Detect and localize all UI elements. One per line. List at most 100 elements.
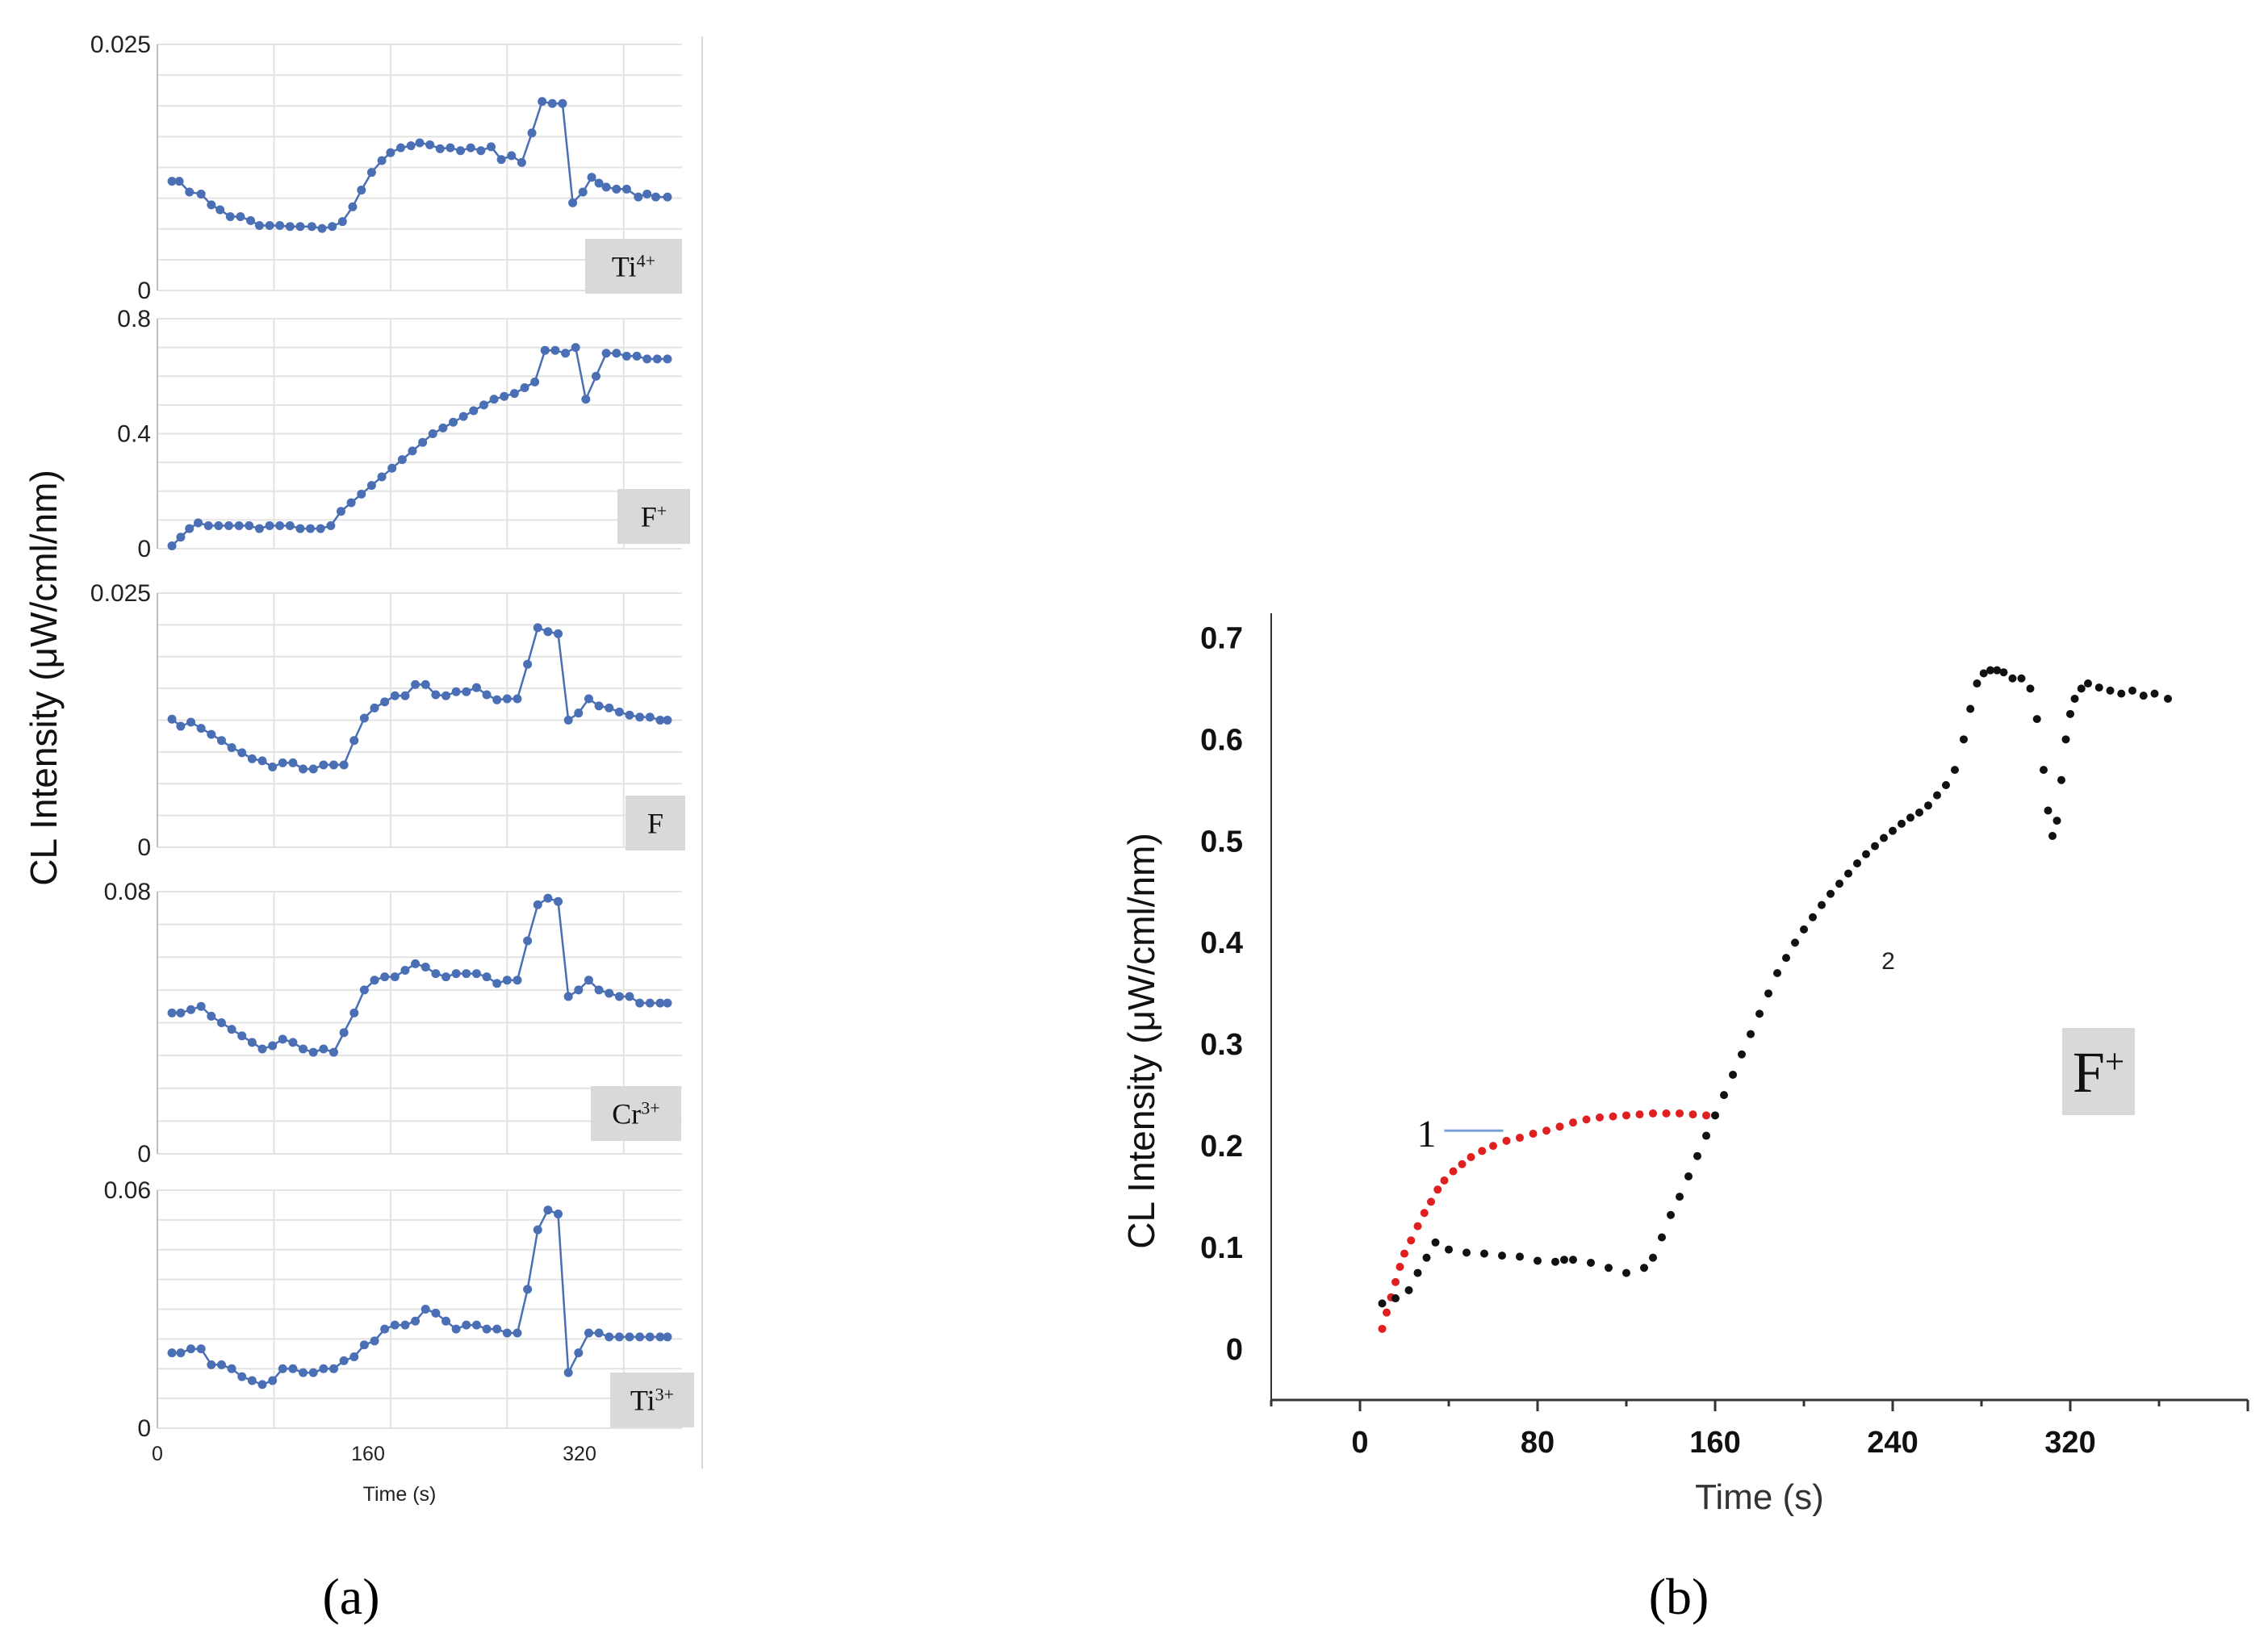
subplot-5-point	[513, 1328, 522, 1338]
subplot-3-point	[605, 703, 614, 712]
subplot-3-point	[543, 627, 553, 637]
subplot-2-point	[245, 521, 254, 530]
subplot-2-point	[167, 541, 177, 550]
panel-b-series-2-point	[1747, 1030, 1755, 1038]
subplot-3-point	[319, 760, 328, 770]
subplot-5-point	[167, 1348, 177, 1358]
panel-b-series-1-point	[1478, 1147, 1487, 1155]
panel-b-series-2-point	[1973, 679, 1981, 688]
subplot-2-point	[591, 371, 600, 381]
panel-b-series-2-point	[2032, 715, 2041, 724]
panel-b-series-2-point	[1764, 989, 1772, 998]
subplot-4-point	[451, 969, 461, 979]
subplot-3-point	[207, 729, 216, 739]
subplot-3-point	[594, 701, 604, 711]
panel-b-series-2-point	[2052, 817, 2061, 825]
panel-b-series-1-point	[1378, 1324, 1387, 1333]
subplot-4-point	[625, 992, 634, 1001]
panel-b-series-1-point	[1516, 1134, 1524, 1143]
subplot-4-line	[172, 896, 667, 1054]
subplot-4-point	[288, 1038, 298, 1047]
panel-b-ytick-label: 0.4	[1200, 926, 1243, 960]
panel-b-series-2-point	[1738, 1050, 1746, 1059]
subplot-1-point	[216, 205, 225, 215]
subplot-3-point	[441, 691, 450, 700]
panel-b-annotation-1: 1	[1417, 1113, 1437, 1155]
subplot-1-point	[377, 156, 387, 165]
panel-b-series-2-point	[1622, 1268, 1630, 1277]
panel-b-series-2-point	[1898, 819, 1906, 828]
subplot-3-point	[167, 714, 177, 724]
subplot-2-point	[571, 343, 580, 353]
subplot-5-point	[421, 1305, 430, 1314]
subplot-5-point	[451, 1324, 461, 1334]
subplot-4-point	[196, 1001, 206, 1011]
panel-b-series-2-point	[1569, 1256, 1577, 1264]
subplot-2-point	[194, 518, 203, 528]
subplot-1-point	[558, 98, 567, 108]
subplot-1-point	[196, 189, 206, 198]
panel-b-series-2-point	[2026, 684, 2035, 693]
subplot-1-line	[172, 100, 667, 230]
subplot-3-point	[502, 694, 512, 704]
panel-b-series-2-point	[1422, 1253, 1431, 1262]
panel-b-ytick-label: 0.2	[1200, 1130, 1243, 1164]
panel-b-ytick-label: 0.6	[1200, 723, 1243, 757]
subplot-3-badge: F	[626, 796, 685, 850]
subplot-1-point	[634, 192, 643, 202]
subplot-3-point	[328, 760, 338, 770]
panel-b-series-1-point	[1582, 1115, 1591, 1124]
subplot-3-point	[655, 716, 665, 725]
panel-b-series-1-point	[1413, 1222, 1422, 1231]
panel-b-series-1-point	[1433, 1185, 1442, 1194]
subplot-1-point	[415, 138, 425, 148]
subplot-4-point	[635, 998, 645, 1008]
panel-b-series-1-point	[1542, 1126, 1550, 1135]
panel-b-series-2-point	[2066, 709, 2074, 718]
subplot-1-point	[425, 140, 435, 149]
panel-b-series-1-point	[1391, 1277, 1400, 1286]
subplot-3-point	[268, 762, 278, 771]
subplot-1-point	[663, 192, 672, 202]
subplot-2-point	[275, 521, 285, 530]
panel-b-series-2-point	[1693, 1151, 1701, 1160]
panel-b-series-2-point	[1915, 809, 1923, 817]
panel-b-series-2-point	[1658, 1233, 1666, 1242]
subplot-2-point	[438, 423, 448, 432]
subplot-2-point	[176, 533, 186, 542]
subplot-3-point	[370, 703, 379, 712]
panel-b-series-1-point	[1555, 1122, 1564, 1131]
subplot-2-point	[652, 354, 662, 364]
panel-b-series-2-point	[1551, 1257, 1559, 1266]
panel-b-series-2-point	[1605, 1264, 1613, 1272]
panel-b-series-2	[1378, 666, 2172, 1308]
subplot-5-point	[186, 1344, 196, 1354]
subplot-1-point	[307, 222, 316, 232]
subplot-4-point	[390, 972, 400, 982]
panel-b-series-2-point	[2094, 683, 2103, 692]
subplot-1-point	[456, 146, 466, 156]
subplot-1-point	[337, 217, 347, 227]
subplot-2-point	[387, 463, 397, 473]
subplot-2-point	[458, 412, 468, 421]
panel-a-xtick-0: 0	[152, 1443, 163, 1465]
panel-a-subplot-2: 0.8 0.4 0 F+	[117, 306, 690, 562]
subplot-1-point	[207, 200, 216, 210]
panel-b-series-2-point	[1993, 666, 2002, 675]
subplot-3-ytick: 0	[137, 834, 151, 861]
subplot-5-point	[462, 1320, 471, 1330]
subplot-1-point	[317, 224, 327, 233]
subplot-5-point	[523, 1285, 533, 1294]
subplot-2-point	[428, 429, 437, 438]
subplot-5-point	[257, 1380, 267, 1389]
subplot-4-point	[308, 1047, 318, 1057]
subplot-3-point	[625, 710, 634, 720]
panel-b-series-1-point	[1622, 1111, 1630, 1120]
subplot-4-point	[216, 1018, 226, 1027]
panel-b-series-2-point	[2017, 674, 2026, 683]
subplot-5-point	[227, 1364, 236, 1373]
subplot-2-point	[285, 521, 295, 530]
panel-b-series-2-point	[1516, 1252, 1524, 1261]
subplot-4-point	[543, 893, 553, 903]
